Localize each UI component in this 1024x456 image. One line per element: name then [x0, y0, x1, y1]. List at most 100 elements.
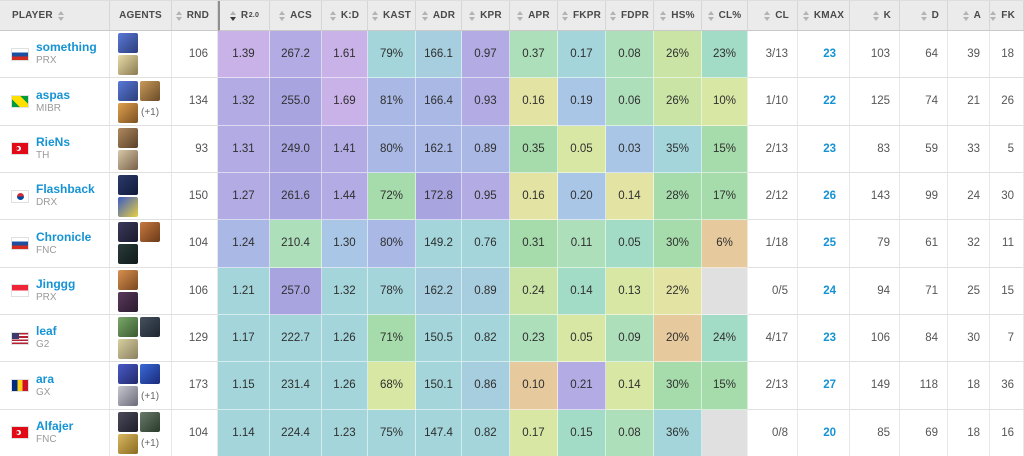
apr-stat-cell: 0.31 — [510, 220, 558, 268]
column-header-apr[interactable]: APR — [510, 1, 558, 31]
d-cell: 99 — [900, 172, 948, 221]
hs-stat-cell: 20% — [654, 314, 702, 363]
player-link[interactable]: ara — [36, 371, 55, 386]
team-label: G2 — [36, 339, 50, 351]
player-link[interactable]: Chronicle — [36, 229, 92, 244]
column-header-kd[interactable]: K:D — [322, 1, 368, 31]
fkpr-stat-cell: 0.05 — [558, 314, 606, 363]
column-header-k[interactable]: K — [850, 1, 900, 31]
kmax-link[interactable]: 24 — [823, 284, 836, 297]
player-link[interactable]: Alfajer — [36, 419, 74, 434]
sort-down-icon — [561, 16, 568, 21]
player-cell: leaf G2 — [0, 314, 110, 363]
apr-stat-cell: 0.16 — [510, 172, 558, 221]
sort-carets-icon — [962, 10, 969, 21]
column-header-adr[interactable]: ADR — [416, 1, 462, 31]
d-cell: 59 — [900, 125, 948, 173]
column-header-d[interactable]: D — [900, 1, 948, 31]
column-header-acs[interactable]: ACS — [270, 1, 322, 31]
column-header-kmax[interactable]: KMAX — [798, 1, 850, 31]
agents-cell: (+1) — [110, 409, 172, 456]
clp-stat-cell: 15% — [702, 362, 748, 410]
sort-down-icon — [802, 16, 809, 21]
agent-icon — [118, 127, 138, 148]
player-link[interactable]: Flashback — [36, 182, 95, 197]
table-row: Alfajer FNC (+1) 104 1.14 224.4 1.23 75% 147.4 0.… — [0, 409, 1024, 456]
acs-stat-cell: 222.7 — [270, 314, 322, 363]
kd-stat-cell: 1.32 — [322, 267, 368, 315]
kmax-link[interactable]: 26 — [823, 190, 836, 203]
kmax-cell: 23 — [798, 125, 850, 173]
agent-icon — [118, 339, 138, 360]
kmax-link[interactable]: 23 — [823, 142, 836, 155]
rnd-cell: 106 — [172, 31, 218, 79]
column-header-cl[interactable]: CL — [748, 1, 798, 31]
adr-stat-cell: 149.2 — [416, 220, 462, 268]
column-header-hs[interactable]: HS% — [654, 1, 702, 31]
clp-stat-cell: 17% — [702, 172, 748, 221]
flag-ru-icon — [12, 237, 28, 249]
column-header-clp[interactable]: CL% — [702, 1, 748, 31]
player-link[interactable]: aspas — [36, 87, 71, 102]
player-link[interactable]: RieNs — [36, 135, 71, 150]
kmax-link[interactable]: 22 — [823, 95, 836, 108]
column-header-label: CL% — [718, 10, 742, 21]
flag-br-icon — [12, 95, 28, 107]
sort-down-icon — [175, 16, 182, 21]
flag-kr-icon — [12, 190, 28, 202]
a-cell: 21 — [948, 78, 990, 126]
sort-up-icon — [561, 10, 568, 15]
kd-stat-cell: 1.23 — [322, 409, 368, 456]
sort-down-icon — [229, 16, 236, 21]
kmax-link[interactable]: 20 — [823, 426, 836, 439]
adr-stat-cell: 150.1 — [416, 362, 462, 410]
sort-down-icon — [609, 16, 616, 21]
column-header-player[interactable]: PLAYER — [0, 1, 110, 31]
clp-stat-cell — [702, 409, 748, 456]
sort-carets-icon — [57, 10, 64, 21]
acs-stat-cell: 261.6 — [270, 172, 322, 221]
column-header-kpr[interactable]: KPR — [462, 1, 510, 31]
sort-up-icon — [57, 10, 64, 15]
player-info: Chronicle FNC — [36, 230, 91, 258]
sort-carets-icon — [872, 10, 879, 21]
column-header-fk[interactable]: FK — [990, 1, 1024, 31]
agents-extra-count: (+1) — [141, 107, 160, 118]
kmax-link[interactable]: 23 — [823, 332, 836, 345]
kd-stat-cell: 1.26 — [322, 314, 368, 363]
column-header-rnd[interactable]: RND — [172, 1, 218, 31]
fk-cell: 7 — [990, 314, 1024, 363]
column-header-fkpr[interactable]: FKPR — [558, 1, 606, 31]
column-header-label: AGENTS — [119, 10, 162, 21]
kmax-link[interactable]: 23 — [823, 48, 836, 61]
sort-up-icon — [279, 10, 286, 15]
column-header-r2[interactable]: R 2.0 — [218, 1, 270, 31]
column-header-a[interactable]: A — [948, 1, 990, 31]
sort-down-icon — [57, 16, 64, 21]
kmax-link[interactable]: 25 — [823, 237, 836, 250]
agent-icon — [118, 80, 138, 101]
a-cell: 32 — [948, 220, 990, 268]
column-header-kast[interactable]: KAST — [368, 1, 416, 31]
a-cell: 25 — [948, 267, 990, 315]
sort-carets-icon — [279, 10, 286, 21]
agents-list: (+1) — [118, 411, 168, 454]
kmax-link[interactable]: 27 — [823, 379, 836, 392]
sort-down-icon — [660, 16, 667, 21]
player-info: RieNs TH — [36, 135, 70, 163]
adr-stat-cell: 166.1 — [416, 31, 462, 79]
player-link[interactable]: leaf — [36, 324, 57, 339]
player-link[interactable]: Jinggg — [36, 277, 76, 292]
column-header-fdpr[interactable]: FDPR — [606, 1, 654, 31]
column-header-label: CL — [775, 10, 789, 21]
sort-up-icon — [371, 10, 378, 15]
agents-list — [118, 33, 138, 76]
kpr-stat-cell: 0.82 — [462, 409, 510, 456]
column-header-label: KAST — [382, 10, 412, 21]
player-link[interactable]: something — [36, 40, 97, 55]
kast-stat-cell: 75% — [368, 409, 416, 456]
sort-up-icon — [802, 10, 809, 15]
k-cell: 94 — [850, 267, 900, 315]
clp-stat-cell: 10% — [702, 78, 748, 126]
fdpr-stat-cell: 0.14 — [606, 362, 654, 410]
